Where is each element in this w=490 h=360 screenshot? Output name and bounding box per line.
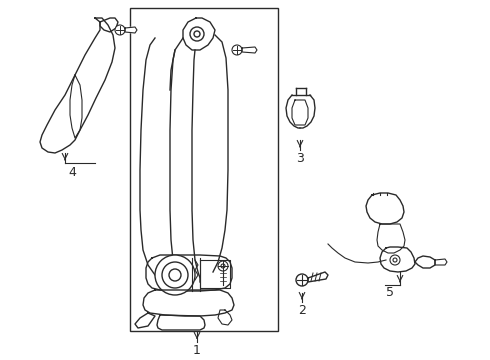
Polygon shape bbox=[135, 313, 155, 328]
Polygon shape bbox=[242, 47, 257, 53]
Circle shape bbox=[162, 262, 188, 288]
Polygon shape bbox=[377, 224, 405, 253]
Polygon shape bbox=[200, 260, 230, 288]
Polygon shape bbox=[308, 272, 328, 282]
Polygon shape bbox=[70, 75, 82, 138]
Polygon shape bbox=[40, 18, 115, 153]
Polygon shape bbox=[143, 290, 234, 316]
Polygon shape bbox=[415, 256, 435, 268]
Polygon shape bbox=[218, 310, 232, 325]
Text: 3: 3 bbox=[296, 152, 304, 165]
Bar bbox=[130, 8, 278, 331]
Text: 4: 4 bbox=[68, 166, 76, 179]
Circle shape bbox=[296, 274, 308, 286]
Text: 5: 5 bbox=[386, 287, 394, 300]
Polygon shape bbox=[380, 247, 415, 272]
Polygon shape bbox=[292, 100, 308, 125]
Polygon shape bbox=[183, 18, 215, 50]
Polygon shape bbox=[435, 259, 447, 265]
Circle shape bbox=[169, 269, 181, 281]
Polygon shape bbox=[146, 255, 232, 291]
Polygon shape bbox=[100, 18, 118, 32]
Text: 2: 2 bbox=[298, 303, 306, 316]
Polygon shape bbox=[366, 193, 404, 224]
Circle shape bbox=[115, 25, 125, 35]
Circle shape bbox=[232, 45, 242, 55]
Circle shape bbox=[393, 258, 397, 262]
Polygon shape bbox=[157, 315, 205, 330]
Circle shape bbox=[194, 31, 200, 37]
Circle shape bbox=[390, 255, 400, 265]
Text: 1: 1 bbox=[193, 343, 201, 356]
Circle shape bbox=[218, 261, 228, 271]
Polygon shape bbox=[125, 27, 137, 33]
Circle shape bbox=[155, 255, 195, 295]
Circle shape bbox=[221, 264, 225, 268]
Circle shape bbox=[190, 27, 204, 41]
